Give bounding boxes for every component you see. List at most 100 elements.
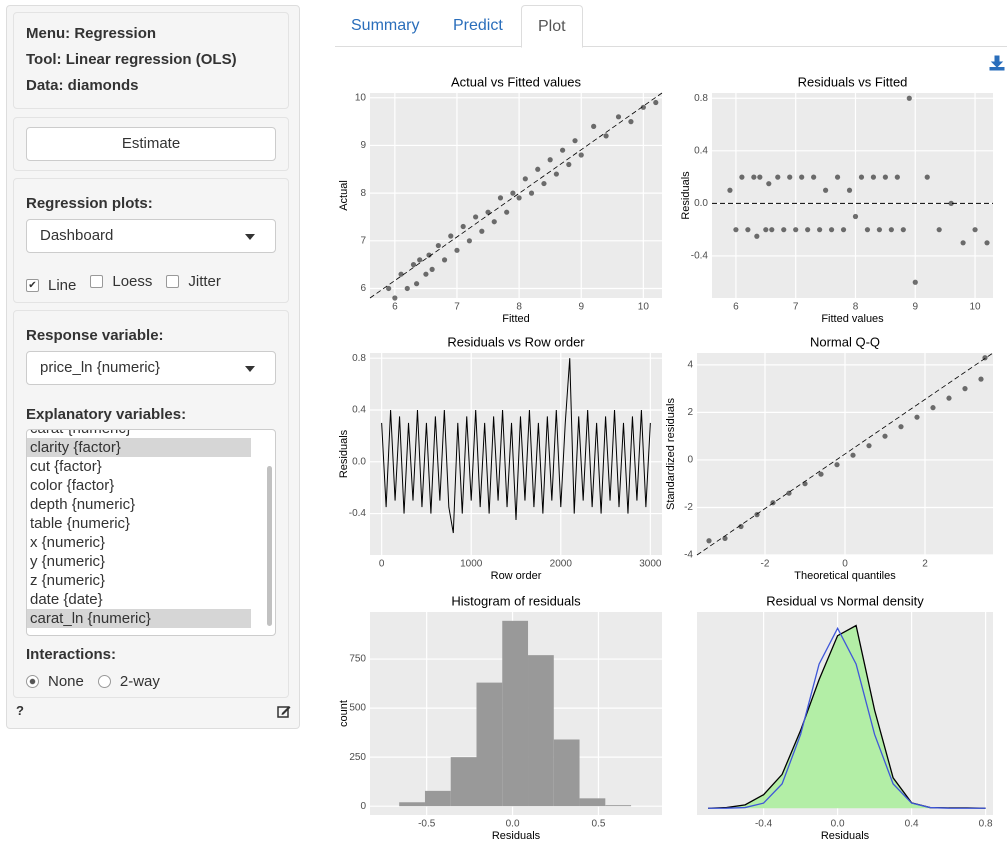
point [882,433,888,439]
tab[interactable]: Plot [521,5,583,48]
point [818,471,824,477]
point [834,174,841,180]
y-tick-label: 2 [687,407,693,418]
sidebar: Menu: Regression Tool: Linear regression… [6,5,300,729]
y-tick-label: 8 [360,188,366,199]
list-item[interactable]: cut {factor} [30,458,102,475]
list-item[interactable]: clarity {factor} [27,438,251,457]
checkbox-box[interactable]: ✔ [26,279,39,292]
point [775,174,781,180]
point [978,376,984,382]
point [900,227,906,233]
explanatory-label: Explanatory variables: [26,406,187,423]
response-label: Response variable: [26,327,164,344]
radio-circle[interactable] [26,675,39,688]
point [924,174,930,180]
point [485,209,491,215]
point [516,195,522,201]
x-tick-label: 8 [516,302,522,313]
point [946,395,952,401]
x-tick-label: -0.4 [755,819,773,830]
y-tick-label: 0.8 [694,93,708,104]
response-select[interactable]: price_ln {numeric} [26,351,276,385]
radio[interactable]: 2-way [97,673,160,690]
list-item[interactable]: carat {numeric} [27,430,251,438]
list-item[interactable]: y {numeric} [30,553,106,570]
point [817,227,823,233]
point [906,95,912,101]
tab[interactable]: Predict [453,17,503,34]
point [787,174,793,180]
list-item[interactable]: z {numeric} [30,572,106,589]
list-item[interactable]: color {factor} [30,477,115,494]
list-item[interactable]: x {numeric} [30,534,106,551]
y-tick-label: 0.8 [352,353,366,364]
list-item[interactable]: depth {numeric} [30,496,136,513]
help-icon[interactable]: ? [16,703,24,718]
point [751,174,757,180]
checkbox[interactable]: Jitter [166,273,221,290]
checkbox[interactable]: ✔ Line [26,277,76,294]
point [473,214,479,220]
x-tick-label: 2 [922,559,928,570]
bar [424,790,451,807]
checkbox-box[interactable] [90,275,104,288]
chart-title: Histogram of residuals [451,593,581,608]
y-tick-label: 750 [349,654,366,665]
checkbox-label: Jitter [188,273,221,290]
point [510,190,516,196]
point [766,181,772,187]
point [972,227,978,233]
plots-select[interactable]: Dashboard [26,219,276,253]
point [876,227,883,233]
point [846,187,853,193]
point [930,405,936,411]
estimate-button[interactable]: Estimate [26,127,276,161]
x-tick-label: 0.0 [506,819,520,830]
point [448,233,454,239]
point [591,123,597,129]
x-axis-label: Fitted values [821,313,884,325]
list-item[interactable]: carat_ln {numeric} [27,609,251,628]
point [404,285,410,292]
y-tick-label: -0.4 [349,508,367,519]
x-tick-label: 9 [578,302,584,313]
tab[interactable]: Summary [351,17,420,34]
point [497,195,504,201]
y-tick-label: 0 [687,455,693,466]
point [722,535,728,541]
y-tick-label: 4 [687,360,693,371]
x-tick-label: 8 [853,302,859,313]
x-tick-label: 6 [733,302,739,313]
download-icon[interactable] [989,55,1005,71]
list-item[interactable]: table {numeric} [30,515,131,532]
y-tick-label: 0.4 [352,405,366,416]
y-tick-label: 9 [360,140,366,151]
point [960,240,966,246]
edit-icon[interactable] [277,704,291,718]
list-item[interactable]: date {date} [30,591,103,608]
x-tick-label: 7 [454,302,460,313]
point [528,190,535,196]
y-tick-label: 0.0 [352,456,366,467]
x-tick-label: 7 [793,302,799,313]
x-tick-label: 1000 [460,559,483,570]
info-panel: Menu: Regression Tool: Linear regression… [13,12,289,109]
y-axis-label: Residuals [680,171,692,220]
y-axis-label: count [338,700,350,727]
point [802,481,808,487]
radio-circle[interactable] [97,675,111,688]
point [479,228,485,234]
point [392,295,398,301]
point [441,257,448,263]
checkbox[interactable]: Loess [90,273,152,290]
radio[interactable]: None [26,673,84,690]
scrollbar[interactable] [267,466,272,626]
tool-text: Tool: Linear regression (OLS) [26,51,237,68]
point [894,174,900,180]
point [866,443,872,449]
chart-title: Residual vs Normal density [766,593,924,608]
y-axis-label: Standardized residuals [665,398,677,510]
point [850,452,856,458]
checkbox-box[interactable] [166,275,180,288]
